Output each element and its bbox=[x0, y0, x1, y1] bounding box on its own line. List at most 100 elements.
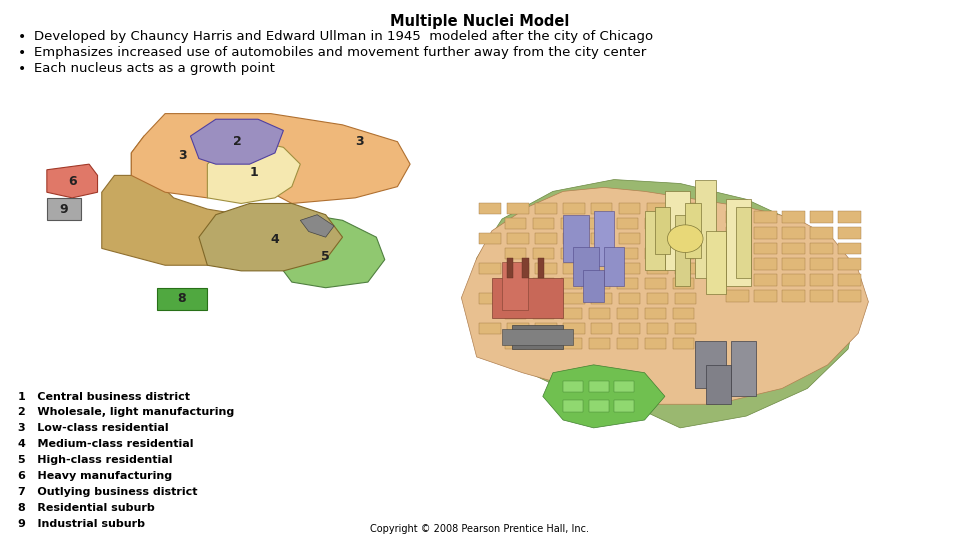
Text: Emphasizes increased use of automobiles and movement further away from the city : Emphasizes increased use of automobiles … bbox=[34, 46, 646, 59]
Bar bbox=[726, 258, 749, 270]
Bar bbox=[502, 262, 528, 309]
Text: 9   Industrial suburb: 9 Industrial suburb bbox=[18, 518, 145, 529]
Text: 6   Heavy manufacturing: 6 Heavy manufacturing bbox=[18, 471, 172, 481]
Text: 4   Medium-class residential: 4 Medium-class residential bbox=[18, 439, 194, 449]
Bar bbox=[564, 203, 585, 214]
Bar bbox=[838, 211, 861, 223]
Text: Developed by Chauncy Harris and Edward Ullman in 1945  modeled after the city of: Developed by Chauncy Harris and Edward U… bbox=[34, 30, 653, 43]
Text: Multiple Nuclei Model: Multiple Nuclei Model bbox=[391, 14, 569, 29]
Text: •: • bbox=[18, 46, 26, 60]
Text: •: • bbox=[18, 30, 26, 44]
Bar bbox=[647, 263, 668, 274]
Polygon shape bbox=[199, 204, 343, 271]
Bar bbox=[673, 338, 694, 349]
Bar bbox=[647, 293, 668, 304]
Bar bbox=[754, 242, 777, 254]
Bar bbox=[726, 227, 749, 239]
Bar bbox=[647, 203, 668, 214]
Polygon shape bbox=[207, 141, 300, 204]
Bar bbox=[588, 218, 610, 229]
Bar bbox=[479, 203, 500, 214]
Bar bbox=[505, 218, 526, 229]
Bar bbox=[604, 247, 624, 286]
Bar bbox=[838, 290, 861, 302]
Polygon shape bbox=[462, 187, 869, 404]
Bar bbox=[810, 258, 832, 270]
Bar bbox=[533, 308, 554, 319]
Text: 1   Central business district: 1 Central business district bbox=[18, 392, 190, 402]
Bar bbox=[564, 233, 585, 244]
Polygon shape bbox=[300, 215, 334, 237]
Bar bbox=[726, 199, 752, 286]
Bar bbox=[614, 381, 635, 393]
Polygon shape bbox=[47, 198, 81, 220]
Text: 3: 3 bbox=[355, 135, 364, 148]
Bar bbox=[616, 278, 638, 289]
Bar bbox=[479, 263, 500, 274]
Bar bbox=[561, 338, 582, 349]
Bar bbox=[838, 274, 861, 286]
Bar bbox=[619, 203, 640, 214]
Bar bbox=[507, 293, 529, 304]
Bar bbox=[492, 278, 564, 318]
Bar bbox=[522, 258, 529, 278]
Bar bbox=[505, 338, 526, 349]
Bar bbox=[591, 323, 612, 334]
Bar bbox=[782, 258, 804, 270]
Bar bbox=[513, 326, 564, 349]
Bar bbox=[535, 293, 557, 304]
Text: 8: 8 bbox=[178, 293, 186, 306]
Bar bbox=[782, 242, 804, 254]
Text: Copyright © 2008 Pearson Prentice Hall, Inc.: Copyright © 2008 Pearson Prentice Hall, … bbox=[371, 524, 589, 534]
Bar bbox=[675, 203, 696, 214]
Bar bbox=[533, 338, 554, 349]
Bar bbox=[533, 278, 554, 289]
Bar bbox=[726, 242, 749, 254]
Bar bbox=[655, 207, 670, 254]
Bar bbox=[619, 233, 640, 244]
Bar bbox=[838, 242, 861, 254]
Polygon shape bbox=[190, 119, 283, 164]
Bar bbox=[675, 263, 696, 274]
Text: 6: 6 bbox=[68, 174, 77, 187]
Bar bbox=[564, 293, 585, 304]
Bar bbox=[675, 233, 696, 244]
Polygon shape bbox=[271, 215, 385, 288]
Bar bbox=[665, 191, 690, 270]
Bar bbox=[561, 248, 582, 259]
Bar bbox=[507, 323, 529, 334]
Text: 3: 3 bbox=[178, 149, 186, 162]
Bar bbox=[591, 293, 612, 304]
Bar bbox=[754, 258, 777, 270]
Bar bbox=[644, 248, 666, 259]
Bar bbox=[644, 211, 665, 270]
Polygon shape bbox=[542, 365, 665, 428]
Bar bbox=[644, 308, 666, 319]
Text: 7   Outlying business district: 7 Outlying business district bbox=[18, 487, 198, 497]
Bar bbox=[647, 323, 668, 334]
Bar bbox=[616, 338, 638, 349]
Bar bbox=[479, 293, 500, 304]
Bar bbox=[695, 179, 716, 278]
Bar bbox=[564, 215, 588, 262]
Text: 8   Residential suburb: 8 Residential suburb bbox=[18, 503, 155, 512]
Bar bbox=[810, 274, 832, 286]
Bar bbox=[535, 203, 557, 214]
Bar bbox=[838, 258, 861, 270]
Bar bbox=[685, 203, 701, 258]
Bar bbox=[564, 323, 585, 334]
Bar bbox=[706, 231, 726, 294]
Bar bbox=[838, 227, 861, 239]
Bar bbox=[754, 211, 777, 223]
Bar bbox=[619, 323, 640, 334]
Bar bbox=[588, 278, 610, 289]
Bar bbox=[810, 211, 832, 223]
Text: •: • bbox=[18, 62, 26, 76]
Text: 9: 9 bbox=[60, 202, 68, 215]
Bar bbox=[505, 248, 526, 259]
Bar bbox=[564, 263, 585, 274]
Bar bbox=[507, 203, 529, 214]
Bar bbox=[754, 227, 777, 239]
Bar bbox=[535, 323, 557, 334]
Bar bbox=[673, 278, 694, 289]
